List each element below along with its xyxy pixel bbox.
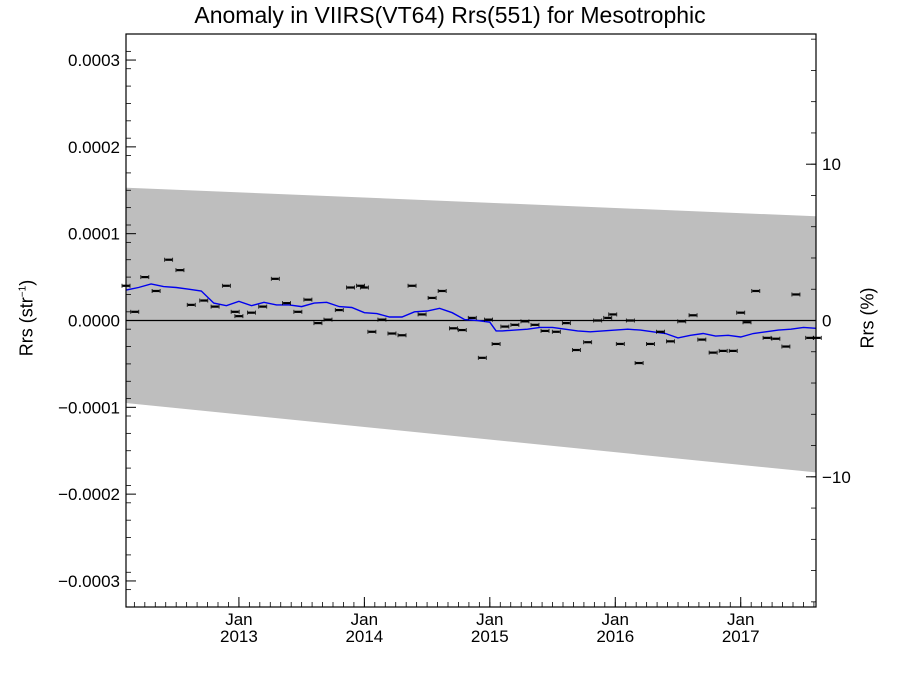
- data-point: [805, 335, 815, 340]
- data-point: [728, 348, 738, 353]
- data-point: [359, 285, 369, 290]
- y-left-tick-label: −0.0003: [58, 572, 120, 591]
- data-point: [334, 308, 344, 313]
- data-point: [282, 301, 291, 306]
- data-point: [656, 329, 665, 334]
- data-point: [484, 317, 493, 322]
- y-right-tick-label: 10: [822, 155, 841, 174]
- data-point: [551, 329, 561, 334]
- data-point: [718, 348, 728, 353]
- data-point: [762, 335, 772, 340]
- data-point: [199, 298, 209, 303]
- data-point: [323, 317, 333, 322]
- data-point: [520, 319, 530, 324]
- x-tick-label-year: 2013: [220, 627, 258, 646]
- data-point: [140, 275, 150, 280]
- data-point: [303, 297, 313, 302]
- x-tick-label-month: Jan: [727, 610, 754, 629]
- data-point: [736, 310, 746, 315]
- data-point: [666, 339, 675, 344]
- data-point: [387, 331, 397, 336]
- data-point: [771, 336, 781, 341]
- data-point: [571, 348, 581, 353]
- data-point: [625, 318, 635, 323]
- data-point: [417, 312, 427, 317]
- data-point: [477, 355, 487, 360]
- chart-title: Anomaly in VIIRS(VT64) Rrs(551) for Meso…: [194, 2, 706, 28]
- data-point: [530, 322, 540, 327]
- data-point: [397, 333, 407, 338]
- data-point: [313, 321, 323, 326]
- y-left-tick-label: 0.0003: [68, 51, 120, 70]
- data-point: [510, 322, 520, 327]
- data-point: [608, 312, 618, 317]
- data-point: [708, 350, 718, 355]
- data-point: [186, 302, 196, 307]
- data-point: [164, 257, 174, 262]
- y-left-tick-label: −0.0002: [58, 485, 120, 504]
- data-point: [427, 295, 437, 300]
- data-point: [270, 276, 280, 281]
- data-point: [210, 304, 220, 309]
- data-point: [646, 341, 655, 346]
- x-tick-label-month: Jan: [602, 610, 629, 629]
- data-point: [293, 309, 303, 314]
- x-tick-label-month: Jan: [476, 610, 503, 629]
- x-tick-label-year: 2015: [471, 627, 509, 646]
- data-point: [791, 292, 801, 297]
- data-point: [812, 335, 822, 340]
- data-point: [540, 328, 550, 333]
- data-point: [457, 328, 467, 333]
- data-point: [377, 317, 387, 322]
- x-tick-label-year: 2014: [345, 627, 383, 646]
- data-point: [688, 313, 698, 318]
- y-left-tick-label: 0.0000: [68, 312, 120, 331]
- data-point: [677, 319, 687, 324]
- y-left-tick-label: −0.0001: [58, 398, 120, 417]
- data-point: [258, 304, 268, 309]
- data-point: [437, 288, 447, 293]
- data-point: [175, 268, 185, 273]
- x-tick-label-year: 2016: [596, 627, 634, 646]
- data-point: [583, 340, 593, 345]
- y-right-tick-label: 0: [822, 312, 831, 331]
- data-point: [151, 288, 161, 293]
- data-point: [561, 321, 571, 326]
- data-point: [603, 315, 613, 320]
- data-point: [615, 341, 625, 346]
- trend-line: [125, 283, 817, 339]
- data-point: [467, 315, 477, 320]
- data-point: [234, 314, 244, 319]
- data-point: [500, 324, 510, 329]
- x-tick-label-year: 2017: [722, 627, 760, 646]
- x-tick-label-month: Jan: [225, 610, 252, 629]
- data-point: [449, 326, 458, 331]
- y-right-tick-label: −10: [822, 468, 851, 487]
- uncertainty-band: [126, 187, 816, 473]
- data-point: [346, 285, 355, 290]
- y-left-tick-label: 0.0001: [68, 225, 120, 244]
- data-point: [221, 283, 231, 288]
- y-left-tick-label: 0.0002: [68, 138, 120, 157]
- data-point: [634, 361, 644, 366]
- data-point: [247, 310, 256, 315]
- data-point: [751, 288, 761, 293]
- data-point: [491, 341, 501, 346]
- x-tick-label-month: Jan: [351, 610, 378, 629]
- data-point: [230, 309, 240, 314]
- data-point: [367, 329, 377, 334]
- data-point: [407, 283, 417, 288]
- data-point: [593, 318, 603, 323]
- data-point: [742, 320, 752, 325]
- data-point: [697, 337, 707, 342]
- data-point: [781, 344, 791, 349]
